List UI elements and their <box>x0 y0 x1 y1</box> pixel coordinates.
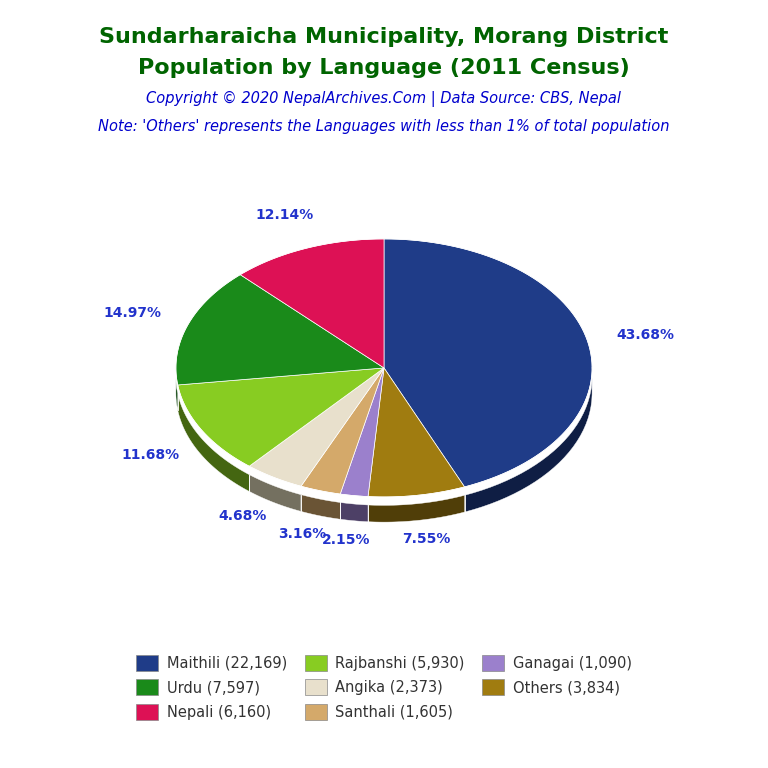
Polygon shape <box>368 368 465 497</box>
Polygon shape <box>249 475 301 511</box>
Text: 4.68%: 4.68% <box>219 509 267 524</box>
Text: Population by Language (2011 Census): Population by Language (2011 Census) <box>138 58 630 78</box>
Polygon shape <box>176 377 177 410</box>
Polygon shape <box>301 368 384 494</box>
Text: 2.15%: 2.15% <box>321 533 370 547</box>
Polygon shape <box>240 239 384 368</box>
Polygon shape <box>177 368 384 466</box>
Text: Note: 'Others' represents the Languages with less than 1% of total population: Note: 'Others' represents the Languages … <box>98 119 670 134</box>
Polygon shape <box>176 275 384 385</box>
Polygon shape <box>384 239 592 487</box>
Legend: Maithili (22,169), Urdu (7,597), Nepali (6,160), Rajbanshi (5,930), Angika (2,37: Maithili (22,169), Urdu (7,597), Nepali … <box>129 647 639 727</box>
Text: 43.68%: 43.68% <box>616 329 674 343</box>
Polygon shape <box>465 378 592 512</box>
Polygon shape <box>301 495 340 519</box>
Text: 7.55%: 7.55% <box>402 532 451 546</box>
Text: 11.68%: 11.68% <box>121 449 179 462</box>
Polygon shape <box>249 368 384 486</box>
Text: 12.14%: 12.14% <box>256 207 314 222</box>
Text: 3.16%: 3.16% <box>278 527 326 541</box>
Text: 14.97%: 14.97% <box>104 306 162 320</box>
Text: Sundarharaicha Municipality, Morang District: Sundarharaicha Municipality, Morang Dist… <box>99 27 669 47</box>
Polygon shape <box>177 393 249 492</box>
Polygon shape <box>368 495 465 522</box>
Polygon shape <box>340 502 368 521</box>
Text: Copyright © 2020 NepalArchives.Com | Data Source: CBS, Nepal: Copyright © 2020 NepalArchives.Com | Dat… <box>147 91 621 107</box>
Polygon shape <box>340 368 384 497</box>
